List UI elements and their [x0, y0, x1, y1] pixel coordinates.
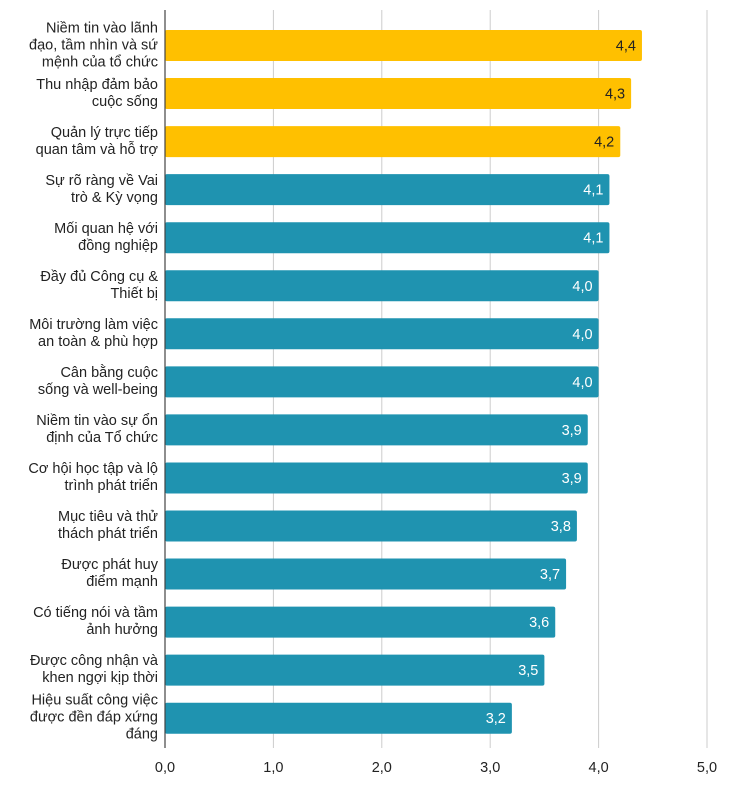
x-tick-label: 3,0: [480, 760, 501, 776]
data-label: 3,9: [562, 471, 582, 487]
category-label: Niềm tin vào lãnh đạo, tầm nhìn và sứ mệ…: [29, 20, 158, 70]
bar: [165, 78, 632, 110]
data-label: 4,1: [583, 231, 603, 247]
data-label: 3,9: [562, 423, 582, 439]
data-label: 3,2: [486, 711, 506, 727]
category-label: Quản lý trực tiếp quan tâm và hỗ trợ: [35, 124, 158, 158]
x-tick-label: 5,0: [696, 760, 718, 776]
data-label: 4,0: [572, 375, 592, 391]
bar: [165, 126, 621, 158]
bar: [165, 558, 567, 590]
bar: [165, 270, 599, 302]
category-label: Được công nhận và khen ngợi kịp thời: [29, 653, 158, 687]
category-label: Niềm tin vào sự ổn định của Tổ chức: [36, 412, 158, 446]
bar: [165, 366, 599, 398]
data-label: 3,8: [551, 519, 571, 535]
bar: [165, 510, 577, 542]
category-label: Sự rõ ràng về Vai trò & Kỳ vọng: [45, 172, 158, 206]
category-label: Cơ hội học tập và lộ trình phát triển: [28, 460, 158, 494]
data-label: 4,2: [594, 135, 614, 151]
data-label: 3,6: [529, 615, 549, 631]
bar: [165, 654, 545, 686]
bars: 4,4 4,3 4,2 4,1 4,1 4,0 4,0 4,0 3,9 3,9 3,8 3,7 3,6 3…: [165, 30, 642, 734]
bar: [165, 30, 642, 61]
bar: [165, 702, 512, 734]
x-tick-label: 2,0: [371, 760, 392, 776]
data-label: 4,0: [572, 327, 592, 343]
data-label: 4,1: [583, 183, 603, 199]
bar: [165, 414, 588, 446]
x-tick-label: 1,0: [263, 760, 284, 776]
bar: [165, 222, 610, 254]
category-label: Đầy đủ Công cụ & Thiết bị: [40, 268, 158, 302]
data-label: 4,4: [616, 39, 636, 55]
x-tick-label: 0,0: [154, 760, 176, 776]
category-label: Hiệu suất công việc được đền đáp xứng đá…: [29, 692, 158, 743]
bar: [165, 174, 610, 206]
category-label: Có tiếng nói và tầm ảnh hưởng: [33, 605, 158, 639]
data-label: 4,0: [572, 279, 592, 295]
data-label: 3,5: [518, 663, 538, 679]
category-label: Được phát huy điểm mạnh: [61, 557, 158, 591]
data-label: 3,7: [540, 567, 560, 583]
category-label: Thu nhập đảm bảo cuộc sống: [36, 76, 158, 110]
bar: [165, 462, 588, 494]
category-label: Mối quan hệ với đồng nghiệp: [54, 220, 158, 254]
category-label: Mục tiêu và thử thách phát triển: [58, 509, 158, 542]
x-tick-label: 4,0: [588, 760, 609, 776]
data-label: 4,3: [605, 87, 625, 103]
bar: [165, 318, 599, 350]
category-label: Môi trường làm việc an toàn & phù hợp: [29, 316, 158, 350]
bar: [165, 606, 556, 638]
category-label: Cân bằng cuộc sống và well-being: [37, 364, 158, 398]
